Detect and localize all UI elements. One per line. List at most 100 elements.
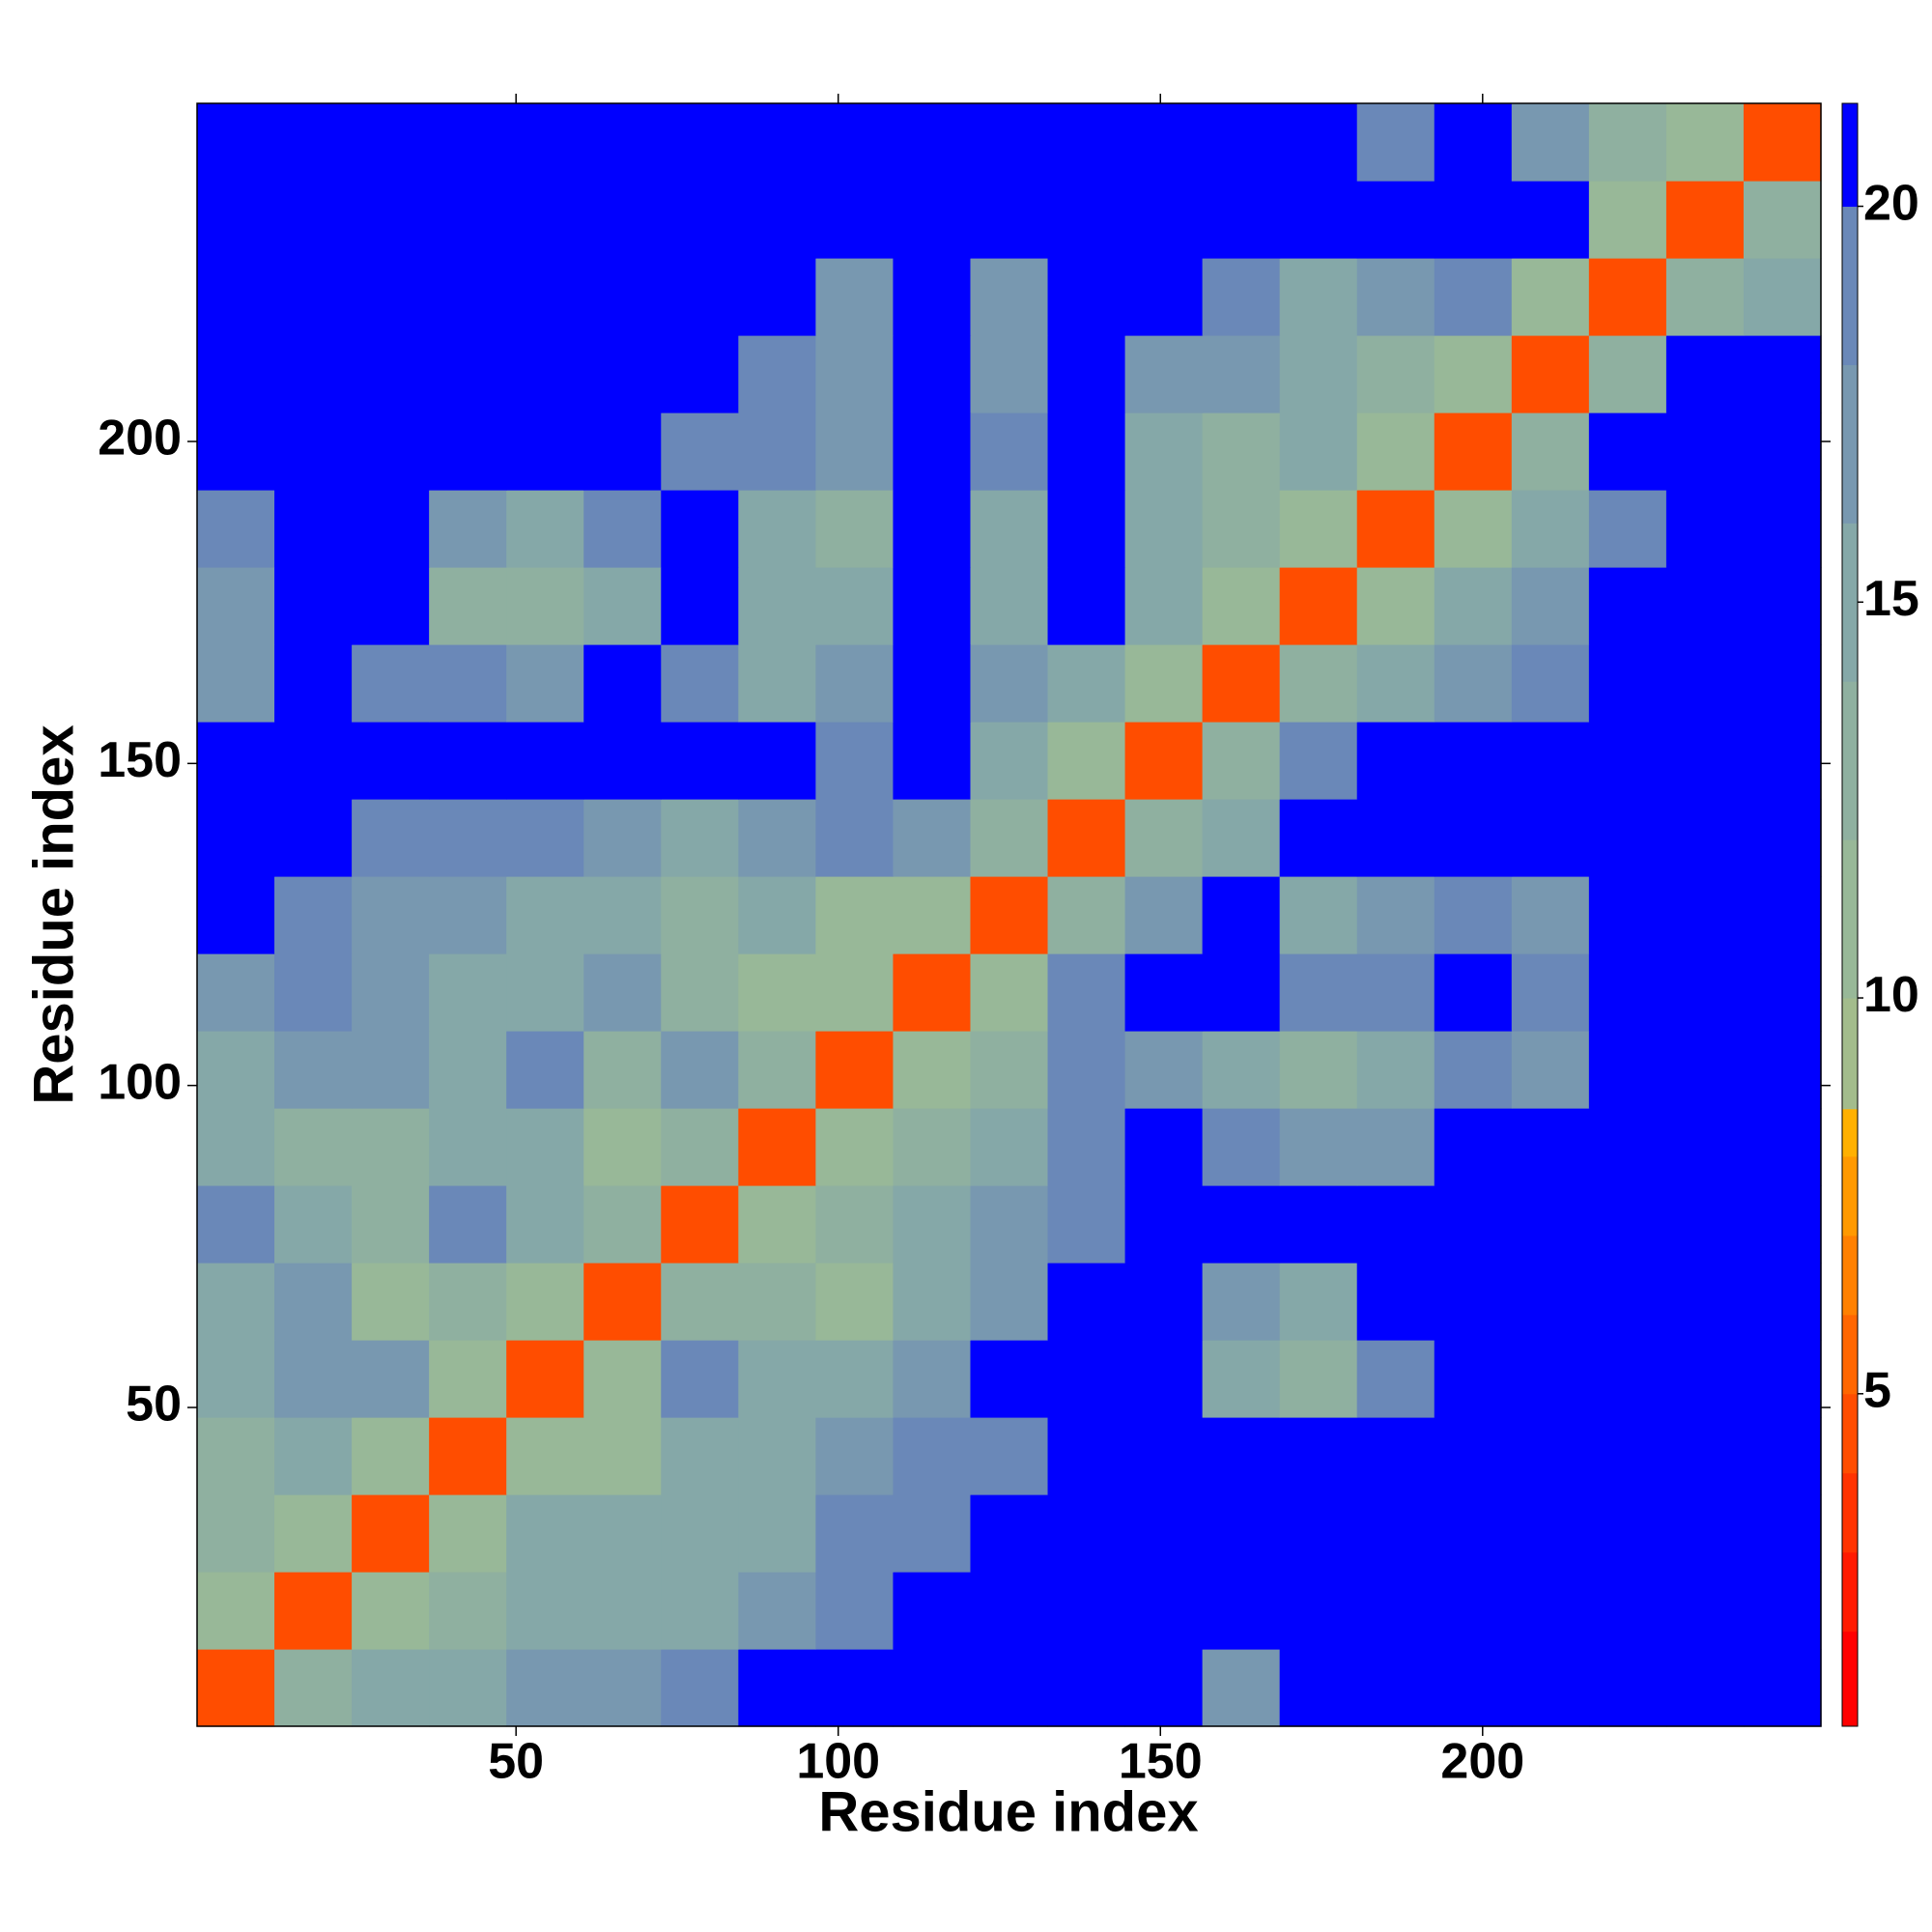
- heatmap-cell: [1202, 490, 1281, 568]
- colorbar-band: [1842, 103, 1858, 208]
- heatmap-cell: [970, 1340, 1049, 1418]
- heatmap-cell: [1356, 1494, 1435, 1573]
- heatmap-cell: [506, 1185, 584, 1264]
- y-tick-label: 150: [98, 732, 182, 788]
- heatmap-cell: [893, 1494, 972, 1573]
- heatmap-cell: [1743, 1031, 1822, 1109]
- heatmap-cell: [1356, 1108, 1435, 1186]
- heatmap-cell: [1743, 644, 1822, 723]
- heatmap-cell: [1434, 1340, 1513, 1418]
- heatmap-cell: [1511, 567, 1590, 645]
- heatmap-cell: [1434, 181, 1513, 259]
- colorbar-band: [1842, 364, 1858, 524]
- heatmap-cell: [893, 335, 972, 413]
- heatmap-cell: [274, 953, 353, 1032]
- heatmap-cell: [583, 103, 662, 182]
- heatmap-cell: [893, 1340, 972, 1418]
- heatmap-cell: [970, 1263, 1049, 1341]
- heatmap-cell: [1588, 1417, 1667, 1495]
- heatmap-cell: [661, 567, 739, 645]
- heatmap-cell: [1124, 412, 1204, 491]
- colorbar-band: [1842, 1472, 1858, 1553]
- y-tick-label: 200: [98, 411, 182, 467]
- heatmap-cell: [1511, 722, 1590, 800]
- heatmap-cell: [1588, 567, 1667, 645]
- heatmap-cell: [1511, 1572, 1590, 1650]
- heatmap-cell: [1047, 644, 1126, 723]
- heatmap-cell: [893, 1417, 972, 1495]
- heatmap-cell: [893, 644, 972, 723]
- heatmap-cell: [1202, 1572, 1281, 1650]
- heatmap-cell: [583, 412, 662, 491]
- heatmap-cell: [893, 1108, 972, 1186]
- heatmap-cell: [1511, 1108, 1590, 1186]
- heatmap-cell: [1279, 412, 1358, 491]
- heatmap-cell: [197, 490, 275, 568]
- heatmap-cell: [970, 1417, 1049, 1495]
- heatmap-cell: [583, 953, 662, 1032]
- heatmap-cell: [1356, 722, 1435, 800]
- heatmap-cell: [506, 644, 584, 723]
- heatmap-cell: [274, 1340, 353, 1418]
- heatmap-cell: [970, 1494, 1049, 1573]
- heatmap-cell: [1665, 1263, 1745, 1341]
- heatmap-cell: [1665, 1031, 1745, 1109]
- heatmap-cell: [506, 1417, 584, 1495]
- heatmap-cell: [1356, 181, 1435, 259]
- heatmap-cell: [1279, 103, 1358, 182]
- heatmap-cell: [583, 567, 662, 645]
- heatmap-cell: [1588, 1494, 1667, 1573]
- heatmap-cell: [815, 335, 895, 413]
- heatmap-cell: [274, 1185, 353, 1264]
- heatmap-cell: [1511, 1031, 1590, 1109]
- heatmap-cell: [1588, 1263, 1667, 1341]
- heatmap-cell: [970, 1649, 1049, 1727]
- heatmap-cell: [1356, 644, 1435, 723]
- heatmap-cell: [661, 1649, 739, 1727]
- heatmap-cell: [738, 1031, 816, 1109]
- heatmap-cell: [1743, 490, 1822, 568]
- heatmap-cell: [815, 490, 895, 568]
- heatmap-cell: [661, 1494, 739, 1573]
- heatmap-cell: [815, 103, 895, 182]
- heatmap-cell: [1202, 799, 1281, 877]
- heatmap-cell: [1511, 1417, 1590, 1495]
- heatmap-cell: [1279, 953, 1358, 1032]
- heatmap-cell: [506, 412, 584, 491]
- heatmap-cell: [1124, 1417, 1204, 1495]
- heatmap-cell: [274, 181, 353, 259]
- heatmap-cell: [1743, 181, 1822, 259]
- heatmap-cell: [1202, 1340, 1281, 1418]
- heatmap-cell: [1665, 1572, 1745, 1650]
- heatmap-cell: [1279, 567, 1358, 645]
- heatmap-cell: [1434, 1185, 1513, 1264]
- heatmap-cell: [583, 1494, 662, 1573]
- heatmap-cell: [1124, 1572, 1204, 1650]
- heatmap-cell: [1434, 335, 1513, 413]
- heatmap-cell: [815, 1263, 895, 1341]
- heatmap-cell: [1202, 1417, 1281, 1495]
- heatmap-cell: [1124, 1494, 1204, 1573]
- heatmap-cell: [815, 1108, 895, 1186]
- heatmap-cell: [1434, 644, 1513, 723]
- heatmap-cell: [429, 181, 507, 259]
- heatmap-cell: [1279, 799, 1358, 877]
- heatmap-cell: [1047, 722, 1126, 800]
- heatmap-cell: [1588, 1340, 1667, 1418]
- heatmap-cell: [274, 1572, 353, 1650]
- heatmap-cell: [815, 1572, 895, 1650]
- heatmap-cell: [352, 1031, 430, 1109]
- heatmap-cell: [815, 953, 895, 1032]
- heatmap-cell: [1356, 1185, 1435, 1264]
- heatmap-cell: [429, 1031, 507, 1109]
- colorbar-band: [1842, 998, 1858, 1110]
- heatmap-cell: [1279, 1340, 1358, 1418]
- heatmap-cell: [1279, 1417, 1358, 1495]
- y-tick-label: 100: [98, 1054, 182, 1110]
- heatmap-cell: [1434, 490, 1513, 568]
- heatmap-cell: [970, 876, 1049, 954]
- heatmap-cell: [1743, 876, 1822, 954]
- colorbar-tick-label: 15: [1863, 571, 1919, 627]
- heatmap-cell: [970, 799, 1049, 877]
- heatmap-cell: [1202, 1185, 1281, 1264]
